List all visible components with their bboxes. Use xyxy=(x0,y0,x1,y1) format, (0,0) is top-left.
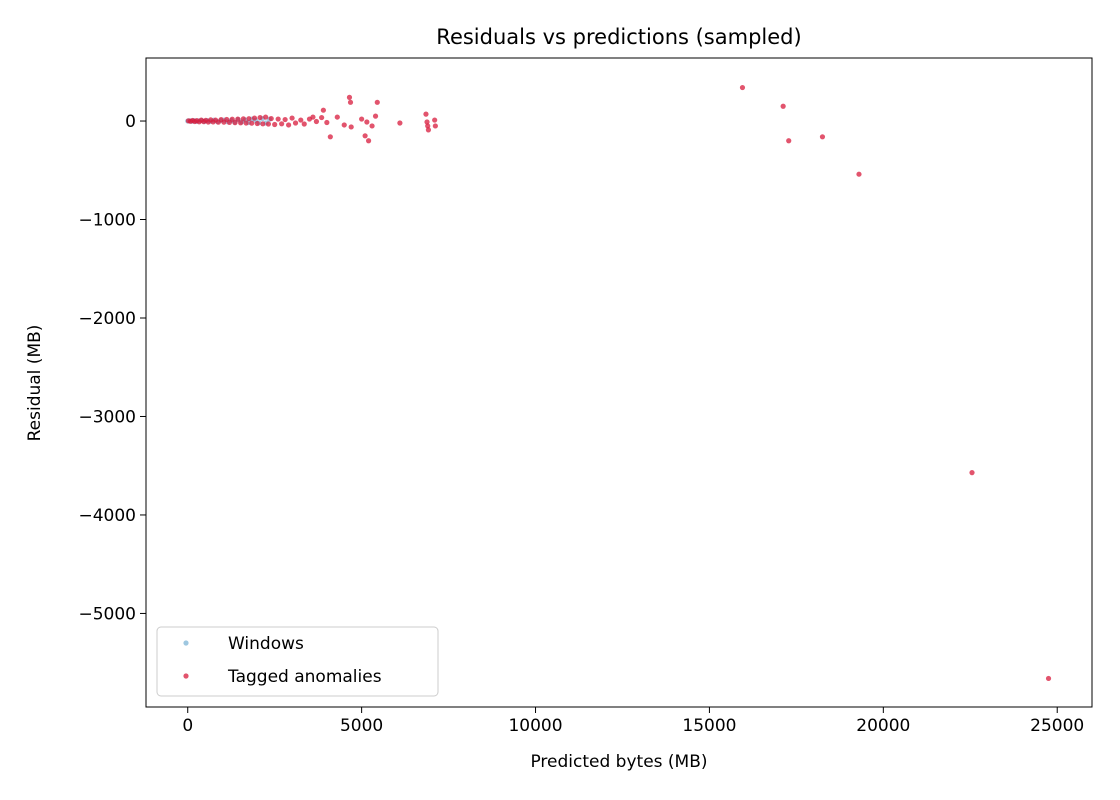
data-point-tagged-anomalies xyxy=(969,470,975,476)
legend-marker-tagged-anomalies xyxy=(183,673,189,679)
data-point-tagged-anomalies xyxy=(856,171,862,177)
data-point-tagged-anomalies xyxy=(260,121,266,127)
points-layer xyxy=(185,84,1052,682)
data-point-tagged-anomalies xyxy=(319,114,325,121)
x-tick-label: 0 xyxy=(182,716,193,736)
data-point-tagged-anomalies xyxy=(369,123,375,129)
data-point-tagged-anomalies xyxy=(232,120,238,126)
data-point-tagged-anomalies xyxy=(313,118,320,125)
data-point-tagged-anomalies xyxy=(246,116,252,122)
series-tagged-anomalies xyxy=(185,84,1052,682)
y-tick-label: −2000 xyxy=(78,309,136,329)
data-point-tagged-anomalies xyxy=(425,127,432,133)
data-point-tagged-anomalies xyxy=(365,138,372,144)
data-point-tagged-anomalies xyxy=(346,94,353,100)
data-point-tagged-anomalies xyxy=(364,119,370,125)
data-point-tagged-anomalies xyxy=(263,114,269,120)
data-point-tagged-anomalies xyxy=(780,103,786,109)
data-point-tagged-anomalies xyxy=(289,115,295,121)
data-point-tagged-anomalies xyxy=(235,116,241,122)
data-point-tagged-anomalies xyxy=(298,117,304,123)
y-tick-label: 0 xyxy=(125,112,136,132)
x-tick-label: 10000 xyxy=(508,716,562,736)
data-point-tagged-anomalies xyxy=(341,122,347,128)
legend-label-windows: Windows xyxy=(228,634,304,654)
data-point-tagged-anomalies xyxy=(327,134,333,140)
data-point-tagged-anomalies xyxy=(397,120,403,126)
x-axis-label: Predicted bytes (MB) xyxy=(530,752,707,772)
data-point-tagged-anomalies xyxy=(275,116,281,122)
data-point-tagged-anomalies xyxy=(425,123,431,129)
data-point-tagged-anomalies xyxy=(372,113,379,119)
data-point-tagged-anomalies xyxy=(819,134,826,140)
data-point-tagged-anomalies xyxy=(786,138,792,144)
data-point-tagged-anomalies xyxy=(254,120,260,127)
data-point-tagged-anomalies xyxy=(238,120,244,126)
data-point-tagged-anomalies xyxy=(249,120,255,126)
legend-label-tagged-anomalies: Tagged anomalies xyxy=(227,667,382,687)
data-point-tagged-anomalies xyxy=(424,119,430,125)
data-point-tagged-anomalies xyxy=(292,120,299,126)
data-point-tagged-anomalies xyxy=(272,121,278,128)
data-point-tagged-anomalies xyxy=(347,99,354,105)
plot-frame xyxy=(145,57,1093,708)
data-point-tagged-anomalies xyxy=(265,121,272,127)
x-tick-label: 5000 xyxy=(340,716,383,736)
data-point-tagged-anomalies xyxy=(423,111,429,117)
data-point-tagged-anomalies xyxy=(432,123,438,129)
legend: Windows Tagged anomalies xyxy=(156,626,439,697)
data-point-tagged-anomalies xyxy=(268,115,274,122)
data-point-tagged-anomalies xyxy=(243,120,249,126)
data-point-tagged-anomalies xyxy=(324,119,330,126)
data-point-tagged-anomalies xyxy=(279,121,285,127)
data-point-tagged-anomalies xyxy=(432,117,438,123)
data-point-tagged-anomalies xyxy=(251,115,258,121)
x-tick-label: 25000 xyxy=(1030,716,1084,736)
chart-title: Residuals vs predictions (sampled) xyxy=(436,25,801,49)
data-point-tagged-anomalies xyxy=(739,84,746,91)
legend-box xyxy=(156,626,439,697)
data-point-tagged-anomalies xyxy=(320,107,326,113)
data-point-tagged-anomalies xyxy=(374,99,380,105)
y-axis-label: Residual (MB) xyxy=(25,325,45,442)
x-tick-label: 15000 xyxy=(682,716,736,736)
y-axis-ticks: 0 −1000 −2000 −3000 −4000 −5000 xyxy=(78,112,146,624)
y-tick-label: −5000 xyxy=(78,604,136,624)
data-point-tagged-anomalies xyxy=(286,122,292,128)
x-tick-label: 20000 xyxy=(856,716,910,736)
data-point-tagged-anomalies xyxy=(240,116,246,122)
data-point-tagged-anomalies xyxy=(334,114,340,120)
y-tick-label: −1000 xyxy=(78,211,136,231)
data-point-tagged-anomalies xyxy=(348,124,354,130)
y-tick-label: −4000 xyxy=(78,506,136,526)
data-point-tagged-anomalies xyxy=(362,133,368,139)
x-axis-ticks: 0 5000 10000 15000 20000 25000 xyxy=(182,707,1084,736)
data-point-tagged-anomalies xyxy=(1045,675,1052,682)
data-point-tagged-anomalies xyxy=(282,116,288,123)
data-point-tagged-anomalies xyxy=(301,121,307,127)
data-point-tagged-anomalies xyxy=(310,114,316,120)
data-point-tagged-anomalies xyxy=(257,114,263,121)
data-point-tagged-anomalies xyxy=(359,116,365,122)
legend-marker-windows xyxy=(183,640,189,646)
y-tick-label: −3000 xyxy=(78,407,136,427)
